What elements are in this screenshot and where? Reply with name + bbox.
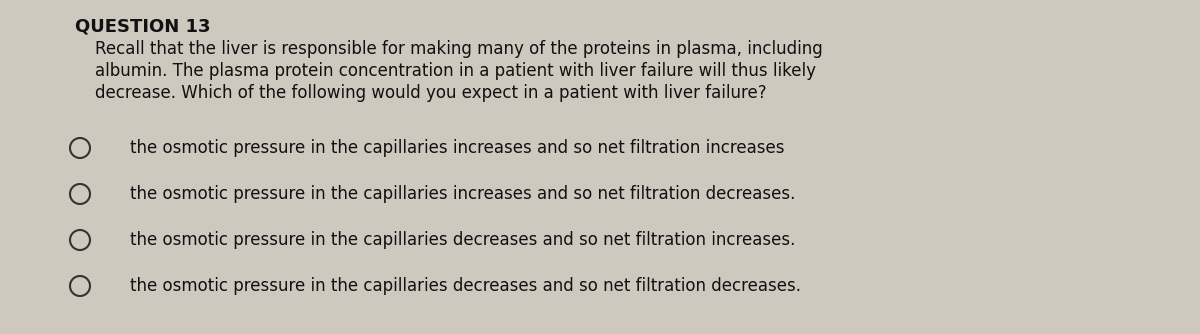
Text: QUESTION 13: QUESTION 13 [74,18,210,36]
Text: the osmotic pressure in the capillaries increases and so net filtration increase: the osmotic pressure in the capillaries … [130,139,785,157]
Text: albumin. The plasma protein concentration in a patient with liver failure will t: albumin. The plasma protein concentratio… [95,62,816,80]
Text: the osmotic pressure in the capillaries decreases and so net filtration decrease: the osmotic pressure in the capillaries … [130,277,802,295]
Text: Recall that the liver is responsible for making many of the proteins in plasma, : Recall that the liver is responsible for… [95,40,823,58]
Text: the osmotic pressure in the capillaries increases and so net filtration decrease: the osmotic pressure in the capillaries … [130,185,796,203]
Text: decrease. Which of the following would you expect in a patient with liver failur: decrease. Which of the following would y… [95,84,767,102]
Text: the osmotic pressure in the capillaries decreases and so net filtration increase: the osmotic pressure in the capillaries … [130,231,796,249]
